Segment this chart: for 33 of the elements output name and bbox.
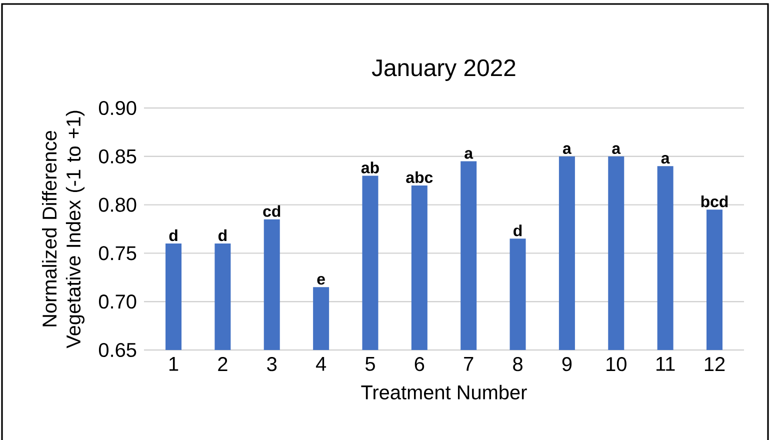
x-tick-label: 7 (464, 357, 474, 371)
x-tick-label: 3 (267, 357, 277, 372)
data-label: abc (406, 171, 433, 184)
y-tick-label: 0.70 (98, 294, 136, 309)
y-tick-label: 0.75 (98, 246, 136, 260)
x-axis-title: Treatment Number (361, 384, 527, 400)
data-label: a (661, 154, 670, 164)
x-tick-label: 9 (562, 357, 572, 372)
data-label: e (317, 276, 325, 285)
x-tick-label: 4 (316, 357, 326, 371)
data-label: ab (361, 162, 379, 174)
x-tick-label: 6 (414, 357, 424, 372)
chart-title: January 2022 (372, 59, 516, 82)
x-tick-label: 5 (366, 357, 375, 371)
data-label: a (612, 145, 621, 154)
data-label: a (464, 150, 474, 159)
y-tick-label: 0.85 (98, 149, 136, 164)
x-tick-label: 8 (513, 357, 522, 372)
data-label: d (169, 229, 178, 242)
y-tick-label: 0.65 (98, 342, 136, 358)
data-label: cd (263, 205, 280, 217)
data-label: d (218, 229, 227, 242)
x-tick-label: 2 (218, 357, 228, 371)
x-tick-label: 12 (704, 357, 725, 371)
y-tick-label: 0.80 (98, 198, 136, 212)
data-label: bcd (701, 196, 728, 208)
y-axis-title: Normalized Difference Vegetative Index (-1 to +1) (42, 110, 84, 348)
x-tick-label: 11 (656, 357, 675, 371)
data-label: a (562, 145, 572, 154)
data-label: d (514, 224, 522, 236)
y-tick-label: 0.90 (98, 100, 136, 116)
x-tick-label: 1 (170, 357, 178, 371)
x-tick-label: 10 (606, 357, 626, 372)
